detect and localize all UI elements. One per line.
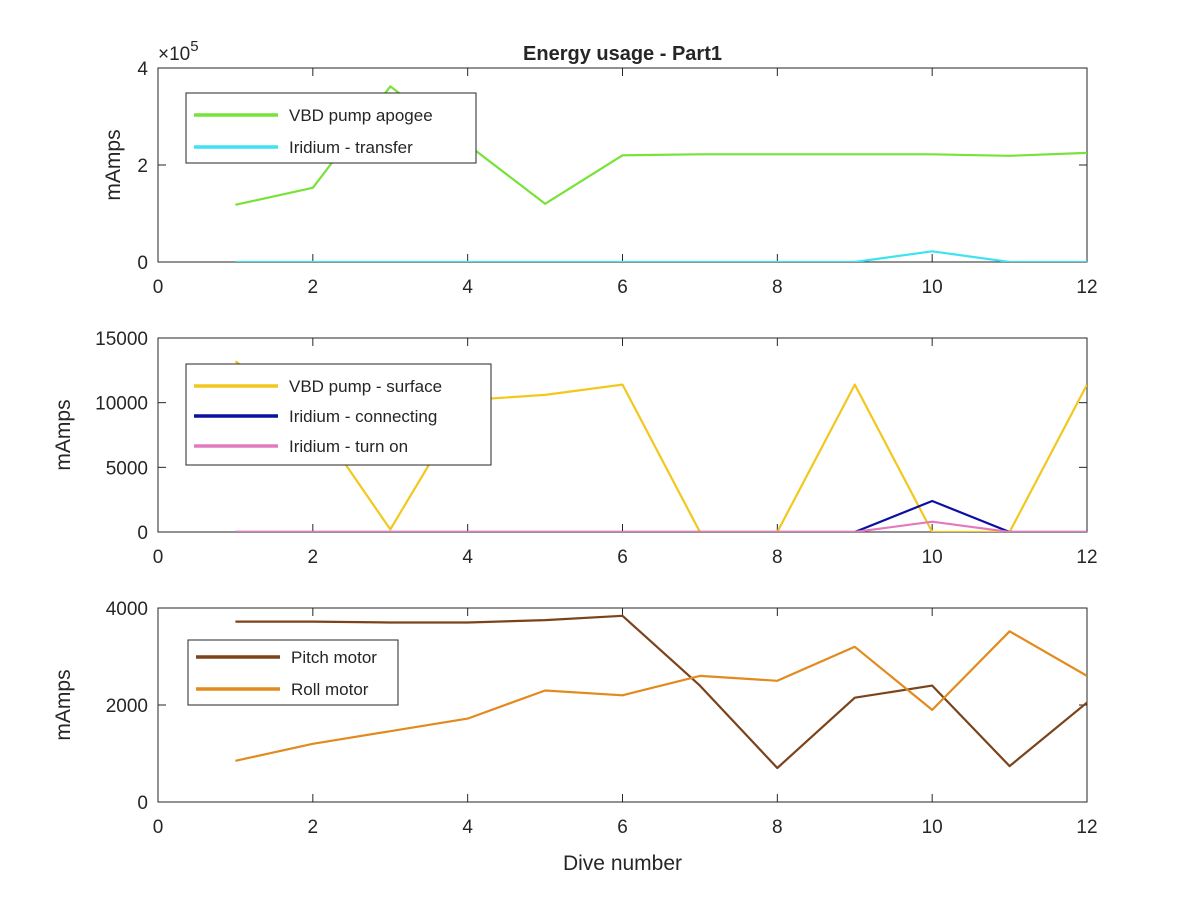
y-axis-label: mAmps [52, 669, 75, 740]
y-axis-label: mAmps [52, 399, 75, 470]
subplot-2: 0 2 4 6 8 10 12 0 5000 10000 15000 mAmps VBD pump - … [52, 329, 1098, 568]
series-line-2-2 [235, 499, 1087, 532]
x-tick-label: 8 [772, 817, 783, 838]
x-tick-label: 2 [308, 547, 319, 568]
legend-box [187, 639, 399, 706]
subplot-1: 0 2 4 6 8 10 12 0 2 4 ×105 mAmps Energy usage - Part… [102, 38, 1098, 298]
legend: VBD pump apogee Iridium - transfer [185, 92, 477, 164]
y-tick-label: 5000 [106, 458, 148, 479]
x-tick-label: 10 [922, 547, 943, 568]
series-line-3-1 [235, 614, 1087, 770]
x-tick-label: 12 [1076, 277, 1097, 298]
legend-entry: VBD pump apogee [289, 106, 433, 125]
x-tick-label: 4 [462, 817, 473, 838]
y-tick-label: 15000 [95, 329, 148, 350]
legend-entry: VBD pump - surface [289, 377, 442, 396]
y-tick-label: 10000 [95, 394, 148, 415]
y-tick-label: 0 [137, 793, 148, 814]
x-tick-label: 2 [308, 277, 319, 298]
series-line-2-1 [234, 360, 1087, 532]
y-tick-label: 0 [137, 253, 148, 274]
legend-entry: Iridium - turn on [289, 437, 408, 456]
legend-entry: Iridium - transfer [289, 138, 413, 157]
y-tick-label: 2 [137, 156, 148, 177]
legend-entry: Roll motor [291, 680, 369, 699]
x-tick-label: 6 [617, 547, 628, 568]
series-line-1-2 [235, 250, 1087, 262]
y-tick-label: 2000 [106, 696, 148, 717]
series-line-3-2 [235, 630, 1087, 762]
y-axis-label: mAmps [102, 129, 125, 200]
x-tick-label: 10 [922, 817, 943, 838]
legend-box [185, 92, 477, 164]
x-tick-label: 0 [153, 547, 164, 568]
x-tick-label: 6 [617, 817, 628, 838]
legend-entry: Iridium - connecting [289, 407, 437, 426]
x-tick-label: 0 [153, 277, 164, 298]
y-exponent-label: ×105 [158, 38, 199, 65]
series-line-2-3 [235, 520, 1087, 532]
legend: VBD pump - surface Iridium - connecting Ir… [185, 363, 492, 466]
x-tick-label: 8 [772, 547, 783, 568]
x-tick-label: 10 [922, 277, 943, 298]
x-tick-label: 4 [462, 547, 473, 568]
x-tick-label: 8 [772, 277, 783, 298]
x-axis-label: Dive number [563, 852, 682, 875]
y-tick-label: 4 [137, 59, 148, 80]
legend: Pitch motor Roll motor [187, 639, 399, 706]
legend-entry: Pitch motor [291, 648, 377, 667]
x-tick-label: 4 [462, 277, 473, 298]
chart-title: Energy usage - Part1 [523, 43, 722, 65]
x-tick-label: 0 [153, 817, 164, 838]
subplot-3: 0 2 4 6 8 10 12 0 2000 4000 mAmps Dive number Pitch … [52, 599, 1098, 875]
y-tick-label: 0 [137, 523, 148, 544]
x-tick-label: 6 [617, 277, 628, 298]
x-tick-label: 12 [1076, 547, 1097, 568]
x-tick-label: 2 [308, 817, 319, 838]
y-tick-label: 4000 [106, 599, 148, 620]
x-tick-label: 12 [1076, 817, 1097, 838]
